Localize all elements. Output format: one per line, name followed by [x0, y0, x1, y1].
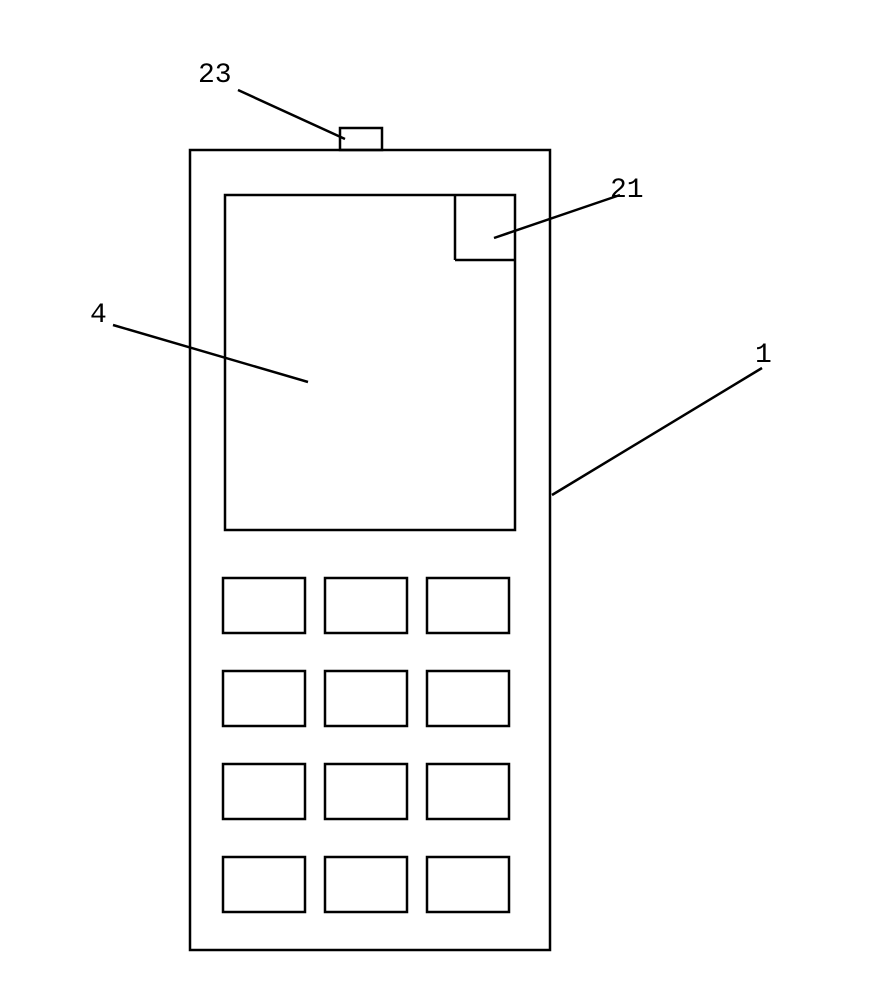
callout-leader-1 — [552, 368, 762, 495]
screen — [225, 195, 515, 530]
keypad-key — [223, 671, 305, 726]
keypad-key — [223, 857, 305, 912]
callout-leader-21 — [494, 195, 620, 238]
keypad-key — [427, 857, 509, 912]
callout-label-21: 21 — [610, 175, 644, 206]
keypad-key — [325, 578, 407, 633]
keypad-key — [427, 671, 509, 726]
callout-leader-4 — [113, 325, 308, 382]
callout-label-23: 23 — [198, 60, 232, 91]
keypad-key — [223, 764, 305, 819]
callout-label-1: 1 — [755, 340, 772, 371]
keypad-key — [325, 857, 407, 912]
diagram-svg — [0, 0, 888, 1000]
keypad-key — [427, 578, 509, 633]
callout-label-4: 4 — [90, 300, 107, 331]
keypad-key — [223, 578, 305, 633]
keypad-key — [325, 671, 407, 726]
callout-leader-23 — [238, 90, 345, 139]
technical-diagram: 23 21 4 1 — [0, 0, 888, 1000]
keypad-key — [427, 764, 509, 819]
antenna — [340, 128, 382, 150]
device-body — [190, 150, 550, 950]
keypad-key — [325, 764, 407, 819]
